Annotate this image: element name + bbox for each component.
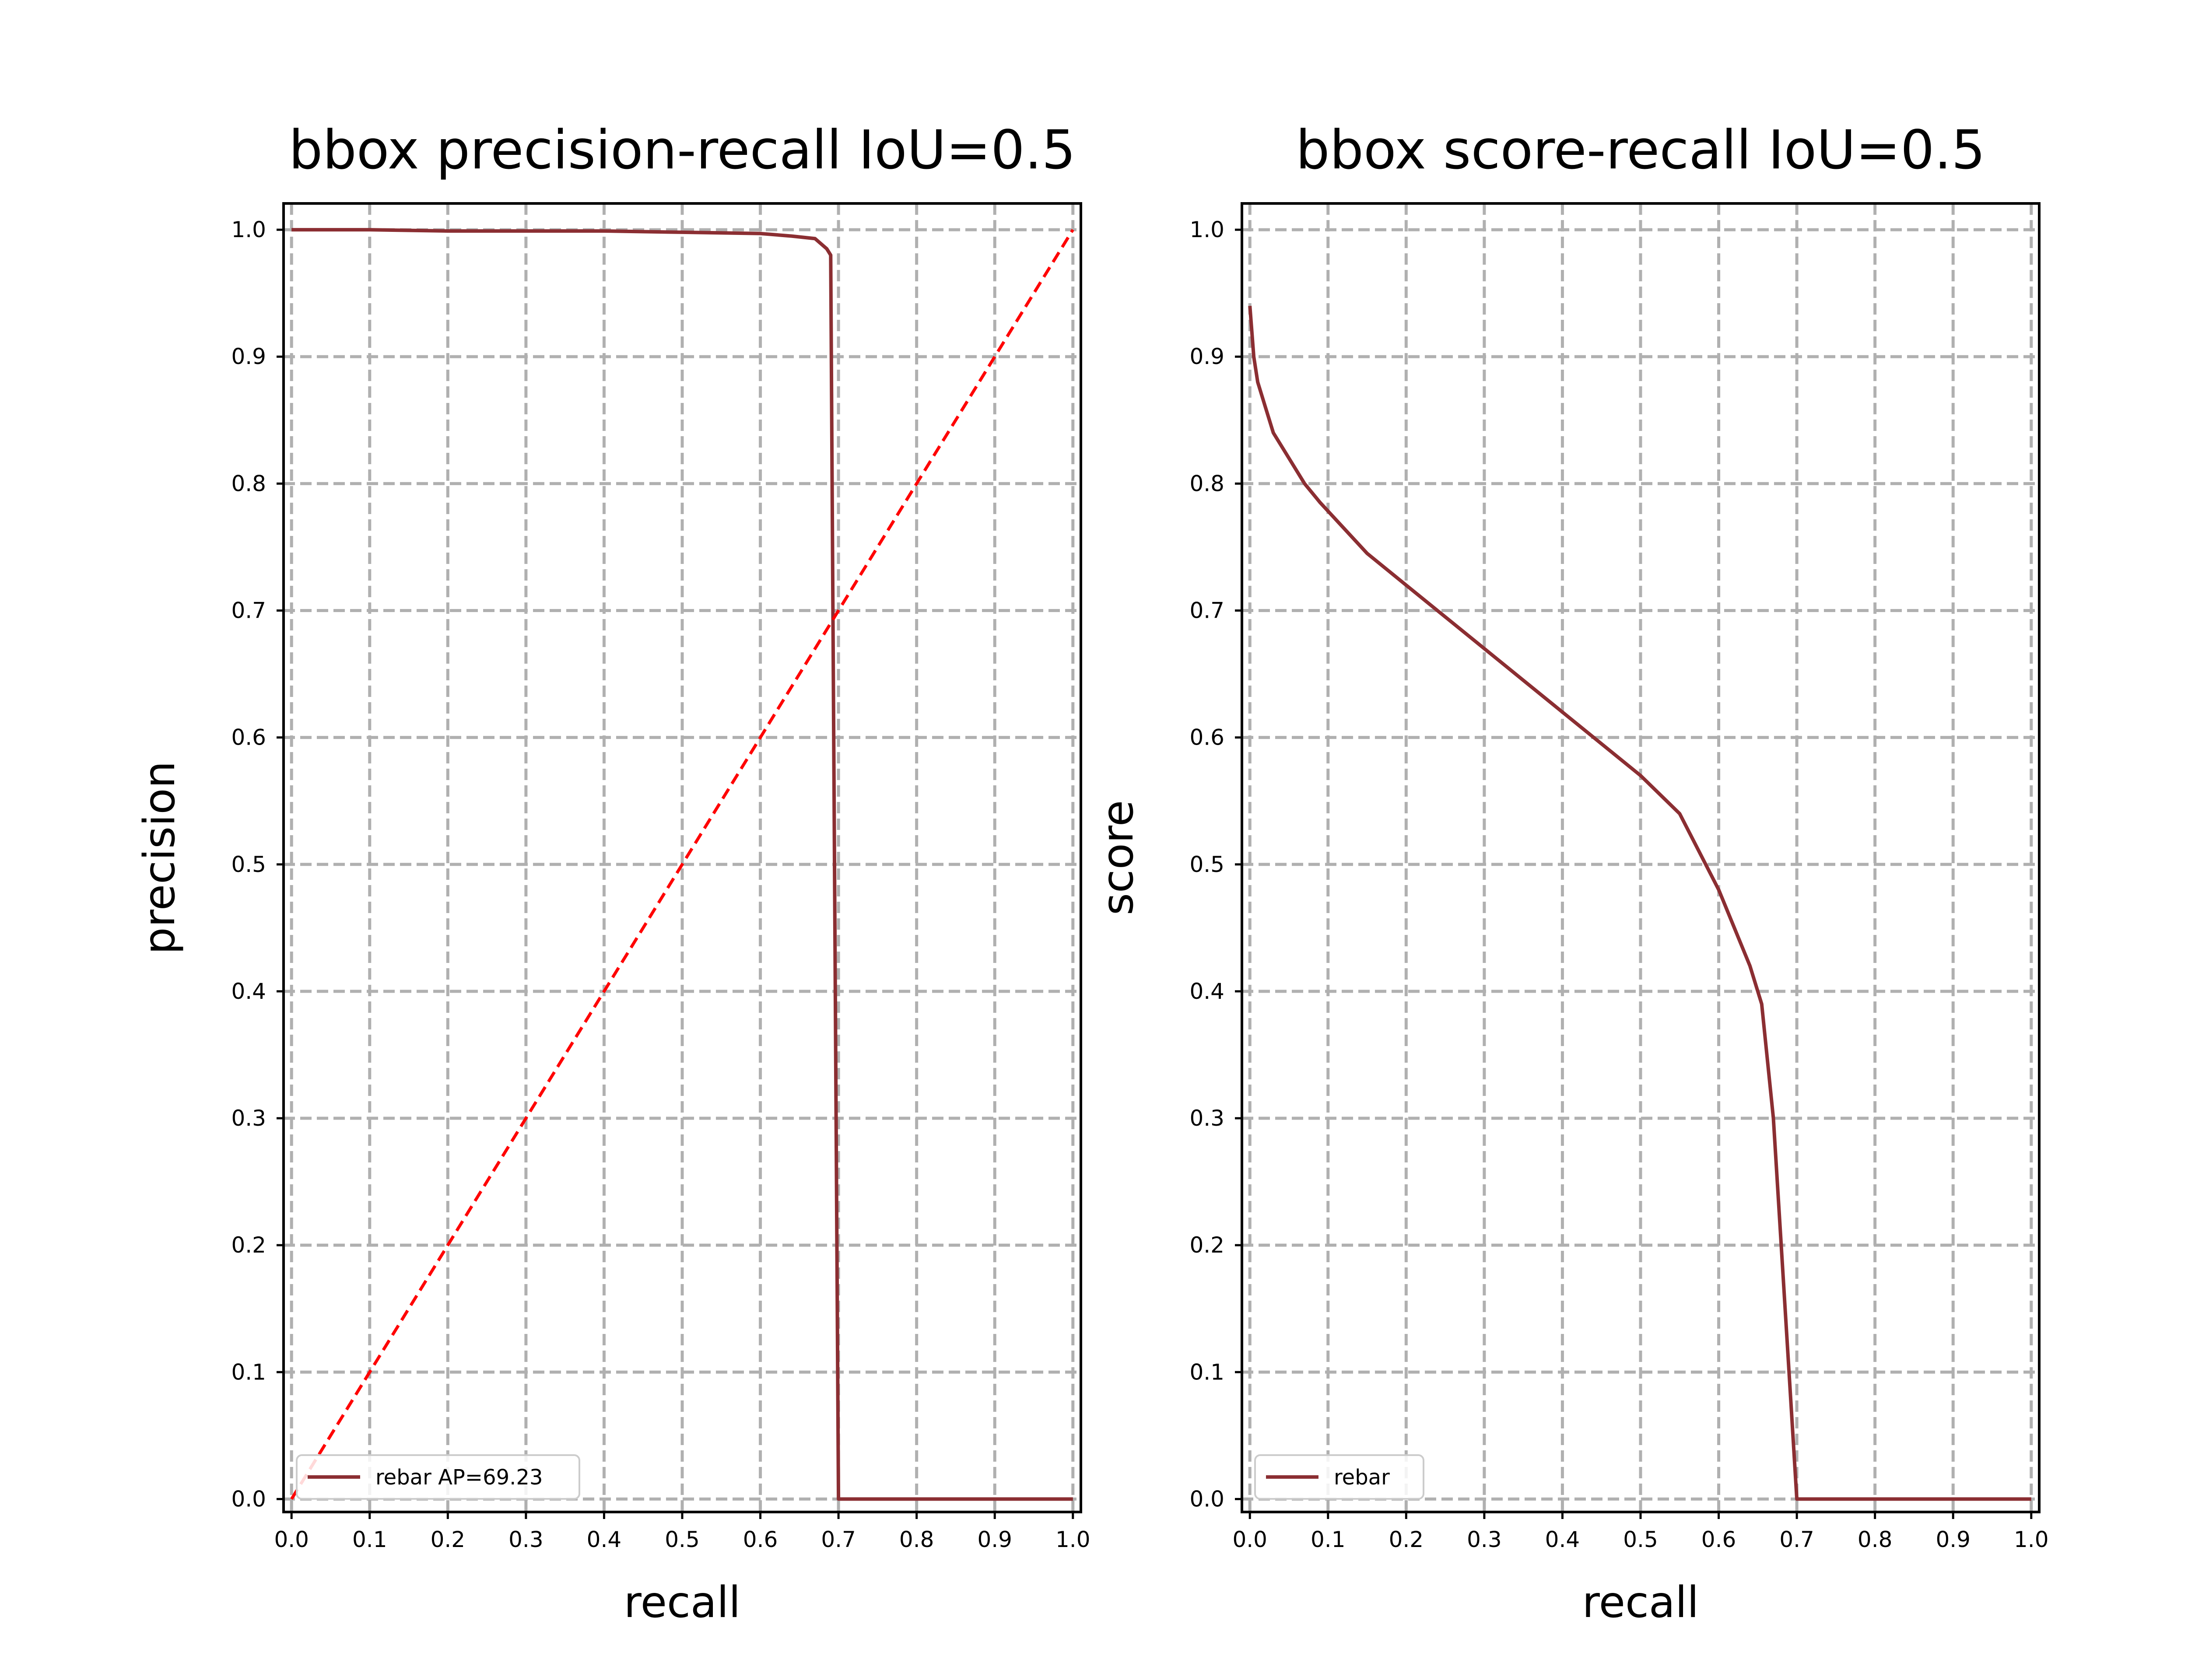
y-tick-label: 0.2 xyxy=(1189,1232,1224,1258)
legend: rebar xyxy=(1254,1454,1424,1500)
x-tick-label: 0.9 xyxy=(977,1527,1012,1552)
x-axis-label: recall xyxy=(1582,1578,1699,1628)
x-tick-label: 1.0 xyxy=(2014,1527,2049,1552)
y-tick-label: 0.8 xyxy=(1189,471,1224,496)
chart-title: bbox precision-recall IoU=0.5 xyxy=(289,119,1076,181)
x-tick-label: 0.8 xyxy=(899,1527,934,1552)
x-tick-label: 0.2 xyxy=(431,1527,466,1552)
y-tick-label: 0.3 xyxy=(1189,1106,1224,1131)
y-tick-label: 0.1 xyxy=(1189,1359,1224,1385)
y-tick-label: 0.3 xyxy=(231,1106,266,1131)
x-tick-label: 0.4 xyxy=(587,1527,622,1552)
y-tick-label: 0.4 xyxy=(231,979,266,1004)
y-tick-label: 0.8 xyxy=(231,471,266,496)
chart-title: bbox score-recall IoU=0.5 xyxy=(1296,119,1985,181)
chart-panel-2: bbox score-recall IoU=0.5 0.0 0.1 0.2 0.3 0.4… xyxy=(1093,119,2049,1628)
x-tick-label: 0.1 xyxy=(352,1527,387,1552)
y-tick-label: 1.0 xyxy=(231,217,266,242)
x-tick-label: 0.1 xyxy=(1311,1527,1346,1552)
legend-box xyxy=(1254,1454,1424,1500)
chart-panel-1: bbox precision-recall IoU=0.5 0.0 0.1 0.2 0.… xyxy=(135,119,1090,1628)
x-tick-label: 0.6 xyxy=(743,1527,778,1552)
y-tick-label: 0.6 xyxy=(1189,725,1224,750)
y-tick-label: 0.7 xyxy=(1189,598,1224,623)
reference-diagonal-line xyxy=(290,229,1074,1500)
y-tick-label: 0.5 xyxy=(1189,852,1224,877)
y-tick-label: 0.4 xyxy=(1189,979,1224,1004)
y-tick-label: 0.9 xyxy=(231,344,266,369)
x-tick-label: 0.5 xyxy=(1623,1527,1658,1552)
x-tick-label: 0.6 xyxy=(1701,1527,1736,1552)
y-axis-label: score xyxy=(1093,800,1143,915)
y-tick-label: 0.5 xyxy=(231,852,266,877)
y-tick-label: 0.0 xyxy=(1189,1486,1224,1512)
legend: rebar AP=69.23 xyxy=(296,1454,580,1500)
series-line xyxy=(1248,305,2031,1501)
y-tick-label: 0.2 xyxy=(231,1232,266,1258)
y-tick-label: 0.0 xyxy=(231,1486,266,1512)
series-line xyxy=(291,228,1073,1501)
y-tick-label: 0.7 xyxy=(231,598,266,623)
x-tick-label: 0.4 xyxy=(1545,1527,1580,1552)
x-tick-label: 0.3 xyxy=(1467,1527,1502,1552)
x-tick-label: 0.3 xyxy=(508,1527,543,1552)
x-tick-label: 0.9 xyxy=(1936,1527,1971,1552)
y-tick-label: 0.6 xyxy=(231,725,266,750)
legend-label: rebar xyxy=(1334,1465,1390,1490)
x-tick-label: 0.2 xyxy=(1389,1527,1424,1552)
x-tick-label: 0.0 xyxy=(1232,1527,1267,1552)
x-tick-label: 0.5 xyxy=(665,1527,700,1552)
x-tick-label: 0.8 xyxy=(1858,1527,1893,1552)
x-axis-label: recall xyxy=(624,1578,741,1628)
x-tick-label: 1.0 xyxy=(1055,1527,1090,1552)
x-tick-label: 0.7 xyxy=(1779,1527,1814,1552)
legend-label: rebar AP=69.23 xyxy=(375,1465,543,1490)
x-tick-label: 0.0 xyxy=(274,1527,309,1552)
x-tick-label: 0.7 xyxy=(821,1527,856,1552)
y-tick-label: 0.9 xyxy=(1189,344,1224,369)
y-tick-label: 1.0 xyxy=(1189,217,1224,242)
y-tick-label: 0.1 xyxy=(231,1359,266,1385)
y-axis-label: precision xyxy=(135,761,185,954)
legend-box xyxy=(296,1454,580,1500)
